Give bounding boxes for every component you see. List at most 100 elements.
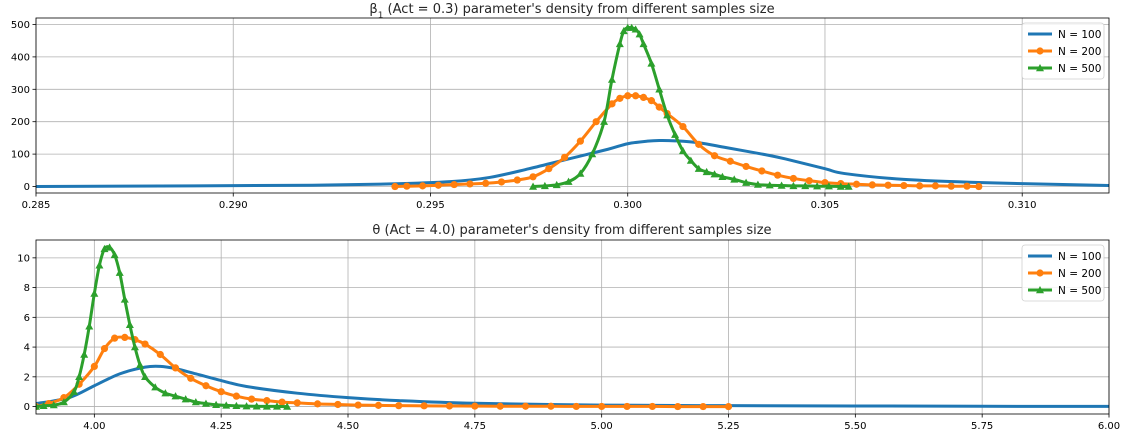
series-200 bbox=[391, 92, 983, 191]
data-point bbox=[836, 182, 845, 190]
data-point bbox=[647, 59, 656, 67]
data-point bbox=[49, 401, 58, 409]
data-point bbox=[171, 364, 180, 372]
series-100 bbox=[36, 138, 1109, 189]
data-point bbox=[59, 398, 68, 406]
data-point bbox=[801, 181, 810, 190]
legend-label: N = 500 bbox=[1058, 285, 1101, 297]
data-point bbox=[724, 402, 733, 411]
y-tick-label: 0 bbox=[24, 182, 30, 193]
series-100 bbox=[36, 364, 1109, 408]
y-tick-label: 8 bbox=[24, 283, 30, 294]
data-point bbox=[674, 402, 682, 411]
data-point bbox=[85, 322, 94, 330]
data-point bbox=[699, 402, 707, 411]
data-point bbox=[232, 392, 240, 400]
data-point bbox=[598, 402, 606, 411]
series-line bbox=[36, 364, 1109, 408]
data-point bbox=[293, 399, 301, 407]
y-tick-label: 2 bbox=[24, 372, 30, 383]
data-point bbox=[632, 92, 640, 100]
data-point bbox=[111, 334, 119, 342]
data-point bbox=[916, 182, 924, 190]
x-tick-label: 4.75 bbox=[464, 421, 486, 432]
data-point bbox=[655, 103, 663, 111]
data-point bbox=[789, 174, 798, 183]
data-point bbox=[156, 350, 164, 359]
data-point bbox=[141, 340, 149, 348]
series-line bbox=[36, 245, 288, 409]
legend-box bbox=[1021, 244, 1105, 302]
data-point bbox=[852, 180, 861, 188]
data-point bbox=[608, 100, 616, 108]
data-point bbox=[217, 388, 225, 396]
data-point bbox=[354, 401, 362, 409]
data-point bbox=[868, 181, 876, 189]
data-point bbox=[615, 39, 624, 48]
y-tick-label: 6 bbox=[24, 313, 30, 324]
legend-item: N = 500 bbox=[1028, 63, 1101, 75]
y-tick-label: 500 bbox=[11, 20, 30, 31]
y-tick-label: 400 bbox=[11, 52, 30, 63]
data-point bbox=[110, 250, 119, 259]
legend-label: N = 500 bbox=[1058, 63, 1101, 75]
data-point bbox=[607, 75, 616, 83]
data-point bbox=[70, 387, 79, 395]
legend-marker bbox=[1036, 286, 1044, 294]
data-point bbox=[710, 170, 719, 178]
data-point bbox=[529, 173, 537, 181]
data-point bbox=[201, 399, 210, 407]
data-point bbox=[616, 94, 624, 102]
series-500 bbox=[529, 23, 853, 190]
data-point bbox=[678, 146, 687, 155]
legend-marker bbox=[1036, 47, 1044, 55]
plot-frame bbox=[35, 239, 1110, 415]
x-tick-label: 4.50 bbox=[337, 421, 359, 432]
y-tick-label: 0 bbox=[24, 402, 30, 413]
data-point bbox=[403, 182, 411, 190]
data-point bbox=[647, 97, 655, 105]
data-point bbox=[648, 402, 657, 411]
data-point bbox=[592, 118, 600, 126]
legend-label: N = 100 bbox=[1058, 29, 1101, 41]
data-point bbox=[75, 372, 84, 381]
data-point bbox=[130, 343, 139, 351]
data-point bbox=[947, 182, 955, 190]
series-line bbox=[36, 138, 1109, 189]
data-point bbox=[434, 181, 442, 189]
data-point bbox=[844, 182, 853, 190]
data-point bbox=[100, 344, 109, 353]
data-point bbox=[545, 165, 553, 173]
data-point bbox=[576, 169, 585, 177]
data-point bbox=[202, 382, 210, 390]
data-point bbox=[931, 182, 940, 190]
data-point bbox=[391, 182, 399, 191]
legend-item: N = 100 bbox=[1028, 29, 1101, 41]
data-point bbox=[576, 137, 584, 145]
data-point bbox=[232, 401, 241, 410]
legend-label: N = 100 bbox=[1058, 251, 1101, 263]
data-point bbox=[742, 162, 750, 171]
data-point bbox=[418, 182, 427, 190]
data-point bbox=[171, 392, 180, 400]
y-tick-label: 4 bbox=[24, 343, 30, 354]
x-tick-label: 0.305 bbox=[811, 200, 840, 211]
data-point bbox=[639, 39, 648, 48]
legend-item: N = 200 bbox=[1028, 268, 1101, 280]
data-point bbox=[445, 402, 454, 410]
legend-label: N = 200 bbox=[1058, 46, 1101, 58]
data-point bbox=[141, 372, 150, 381]
chart-theta: θ (Act = 4.0) parameter's density from d… bbox=[17, 223, 1120, 432]
x-tick-label: 6.00 bbox=[1098, 421, 1120, 432]
data-point bbox=[90, 362, 98, 371]
data-point bbox=[222, 401, 231, 409]
data-point bbox=[482, 179, 490, 187]
y-tick-label: 300 bbox=[11, 85, 30, 96]
data-point bbox=[561, 153, 569, 161]
data-point bbox=[121, 333, 129, 342]
data-point bbox=[136, 360, 145, 369]
data-point bbox=[125, 320, 134, 328]
data-point bbox=[283, 402, 292, 410]
x-tick-label: 0.295 bbox=[416, 200, 445, 211]
x-tick-label: 0.285 bbox=[22, 200, 51, 211]
